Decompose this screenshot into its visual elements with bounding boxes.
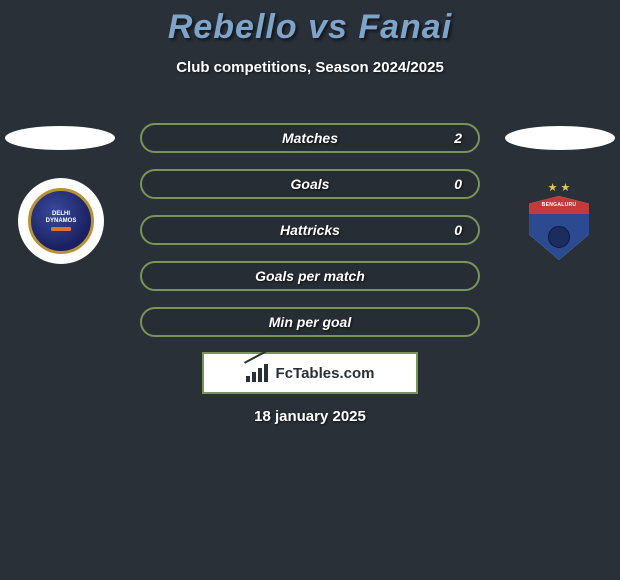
chart-icon [246, 364, 270, 382]
stat-value: 2 [454, 130, 462, 146]
brand-box[interactable]: FcTables.com [202, 352, 418, 394]
badge-text-line1: DELHI [52, 211, 70, 218]
shield-top-text: BENGALURU [542, 202, 577, 208]
stat-label: Min per goal [269, 314, 351, 330]
stats-list: Matches 2 Goals 0 Hattricks 0 Goals per … [140, 123, 480, 353]
left-player-oval [5, 126, 115, 150]
stat-row-mpg: Min per goal [140, 307, 480, 337]
badge-shield-wrap: ★ ★ BENGALURU [516, 178, 602, 264]
ball-icon [548, 226, 570, 248]
page-title: Rebello vs Fanai [0, 8, 620, 47]
stat-value: 0 [454, 176, 462, 192]
badge-text-line2: DYNAMOS [46, 218, 77, 225]
right-player-oval [505, 126, 615, 150]
stat-row-goals: Goals 0 [140, 169, 480, 199]
stat-label: Matches [282, 130, 338, 146]
left-team-badge: DELHI DYNAMOS [18, 178, 104, 264]
shield-bottom [529, 214, 589, 260]
stat-label: Goals [291, 176, 330, 192]
stat-row-gpm: Goals per match [140, 261, 480, 291]
stat-row-matches: Matches 2 [140, 123, 480, 153]
stars-icon: ★ ★ [516, 181, 602, 194]
right-team-badge: ★ ★ BENGALURU [516, 178, 602, 264]
stat-row-hattricks: Hattricks 0 [140, 215, 480, 245]
badge-circle: DELHI DYNAMOS [18, 178, 104, 264]
date-text: 18 january 2025 [0, 408, 620, 425]
subtitle: Club competitions, Season 2024/2025 [0, 59, 620, 76]
badge-accent-bar [51, 227, 71, 231]
shield-icon: BENGALURU [529, 196, 589, 260]
header: Rebello vs Fanai Club competitions, Seas… [0, 0, 620, 76]
badge-inner: DELHI DYNAMOS [28, 188, 94, 254]
shield-top: BENGALURU [529, 196, 589, 214]
stat-value: 0 [454, 222, 462, 238]
brand-text: FcTables.com [276, 365, 375, 382]
stat-label: Goals per match [255, 268, 365, 284]
stat-label: Hattricks [280, 222, 340, 238]
